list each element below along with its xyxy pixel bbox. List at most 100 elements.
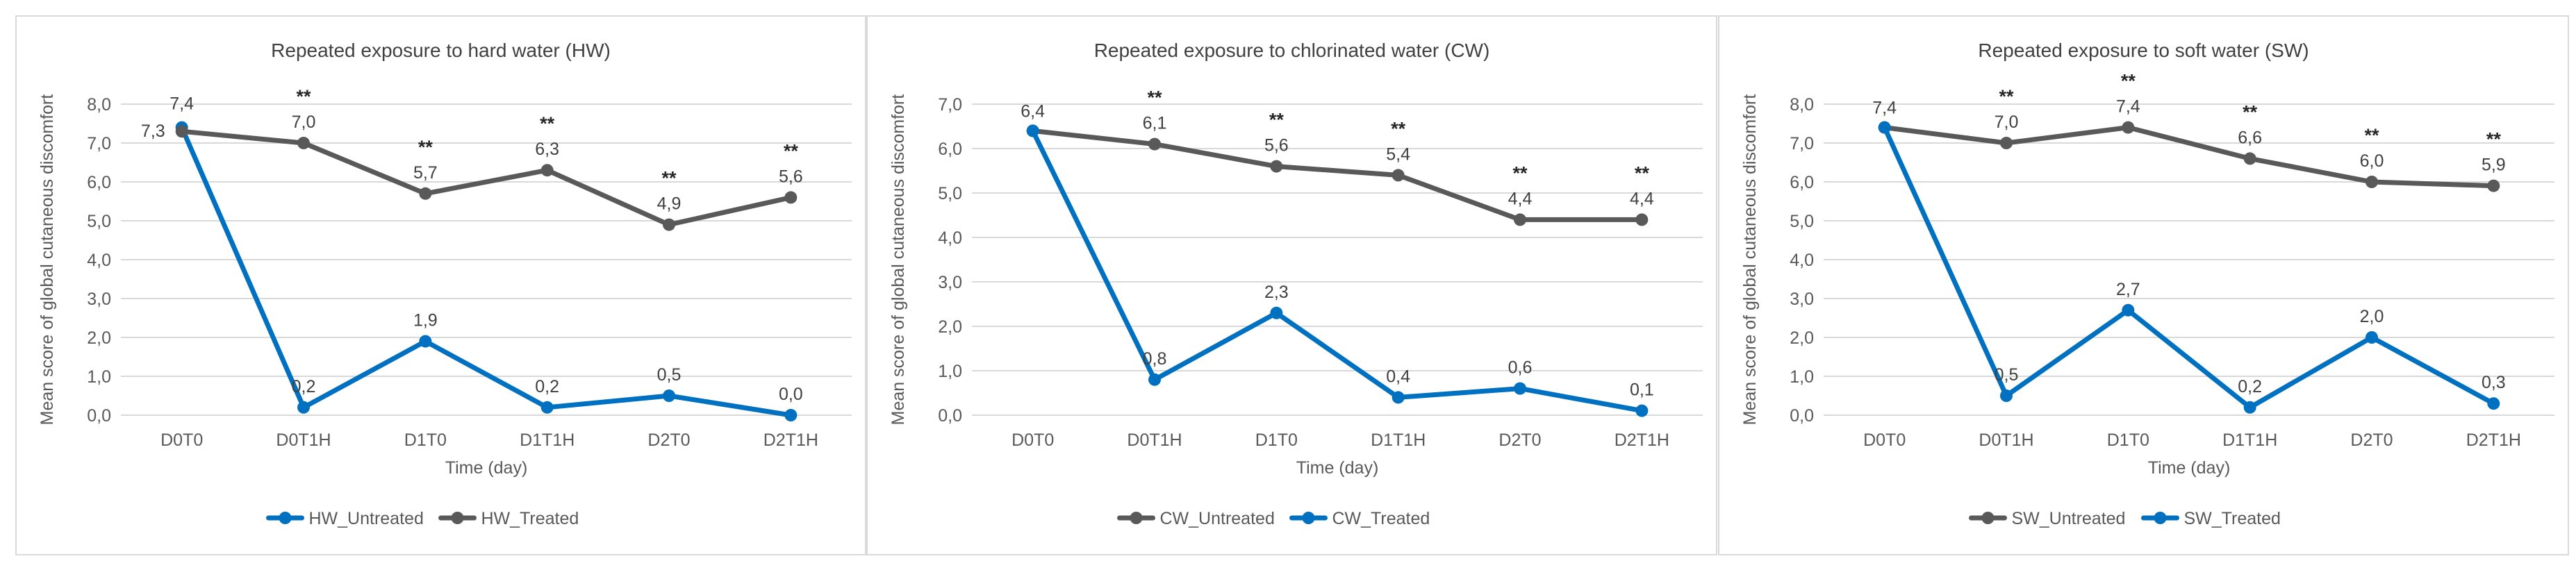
data-label: 2,7 — [2116, 280, 2140, 299]
x-tick-label: D0T1H — [276, 430, 331, 450]
legend-swatch-marker — [451, 512, 464, 524]
data-label: 4,4 — [1630, 189, 1654, 208]
data-label: 5,6 — [779, 167, 803, 186]
data-point — [784, 191, 798, 204]
y-tick-label: 7,0 — [938, 95, 962, 115]
data-point — [784, 409, 798, 421]
x-axis-label: Time (day) — [1296, 458, 1379, 478]
significance-marker: ** — [2364, 125, 2379, 146]
data-label: 7,4 — [170, 94, 194, 114]
x-tick-label: D0T0 — [1863, 430, 1906, 450]
data-point — [2122, 303, 2135, 317]
x-axis-label: Time (day) — [445, 458, 528, 478]
x-tick-label: D2T0 — [647, 430, 690, 450]
data-label: 7,0 — [292, 112, 316, 132]
data-point — [1270, 160, 1283, 173]
data-point — [2487, 179, 2500, 192]
chart-panel: Repeated exposure to hard water (HW) 0,0 1… — [15, 15, 866, 555]
data-label: 0,5 — [657, 365, 682, 385]
significance-marker: ** — [784, 140, 799, 161]
data-point — [419, 187, 432, 200]
x-tick-label: D0T0 — [1012, 430, 1054, 450]
data-label: 0,6 — [1508, 358, 1533, 378]
y-tick-label: 7,0 — [87, 134, 111, 153]
y-tick-label: 0,0 — [87, 406, 111, 426]
legend-label: SW_Untreated — [2012, 509, 2126, 528]
x-tick-label: D2T1H — [763, 430, 818, 450]
legend-swatch-marker — [2154, 512, 2167, 524]
chart-svg: Repeated exposure to soft water (SW) 0,0 1… — [1740, 40, 2554, 528]
data-point — [663, 389, 675, 402]
series-line — [1030, 128, 1644, 222]
data-label: 7,0 — [1995, 112, 2019, 132]
data-label: 7,4 — [1872, 99, 1897, 118]
x-tick-label: D0T0 — [160, 430, 203, 450]
legend-item: SW_Treated — [2141, 509, 2281, 528]
data-label: 6,0 — [2360, 151, 2384, 171]
series-line — [1882, 125, 2496, 410]
x-tick-label: D0T1H — [1127, 430, 1182, 450]
significance-marker: ** — [661, 168, 677, 189]
significance-marker: ** — [1999, 86, 2014, 107]
x-tick-label: D1T1H — [2222, 430, 2277, 450]
y-tick-label: 1,0 — [1790, 367, 1814, 387]
data-label: 0,2 — [535, 377, 559, 396]
data-point — [1270, 306, 1283, 319]
data-label: 1,9 — [413, 311, 438, 330]
data-label: 0,1 — [1630, 380, 1654, 400]
chart-panel: Repeated exposure to chlorinated water (… — [866, 15, 1717, 555]
data-point — [1392, 169, 1405, 182]
significance-marker: ** — [2121, 71, 2136, 92]
legend-item: CW_Untreated — [1117, 509, 1275, 528]
data-label: 5,4 — [1386, 144, 1410, 164]
legend-label: HW_Treated — [481, 509, 579, 528]
y-tick-label: 1,0 — [87, 367, 111, 387]
data-point — [1635, 213, 1649, 226]
data-label: 7,3 — [141, 121, 165, 141]
y-tick-label: 3,0 — [1790, 290, 1814, 309]
significance-marker: ** — [1635, 162, 1650, 183]
data-point — [2366, 331, 2378, 344]
y-tick-label: 1,0 — [938, 362, 962, 381]
data-point — [1026, 124, 1039, 137]
data-point — [297, 137, 310, 149]
significance-marker: ** — [296, 86, 311, 107]
series-line — [179, 128, 793, 228]
legend-swatch-marker — [1130, 512, 1143, 524]
chart-svg: Repeated exposure to hard water (HW) 0,0 1… — [38, 40, 852, 528]
series-line — [1882, 125, 2496, 189]
y-tick-label: 2,0 — [1790, 328, 1814, 348]
data-label: 5,7 — [413, 163, 438, 183]
data-point — [2000, 389, 2013, 402]
data-point — [2122, 121, 2135, 134]
legend-item: HW_Untreated — [266, 509, 424, 528]
x-tick-label: D2T1H — [2466, 430, 2521, 450]
data-label: 0,0 — [779, 385, 803, 404]
data-label: 7,4 — [2116, 97, 2140, 117]
data-point — [2000, 137, 2013, 149]
data-point — [540, 164, 554, 177]
significance-marker: ** — [540, 113, 555, 134]
data-label: 0,8 — [1143, 349, 1167, 369]
legend-item: SW_Untreated — [1969, 509, 2126, 528]
data-label: 0,2 — [292, 377, 316, 396]
x-tick-label: D1T1H — [1371, 430, 1426, 450]
data-label: 6,3 — [535, 140, 559, 159]
y-axis-label: Mean score of global cutaneous discomfor… — [889, 94, 908, 426]
data-label: 0,3 — [2482, 373, 2506, 392]
data-point — [1878, 121, 1891, 134]
x-tick-label: D2T0 — [2350, 430, 2393, 450]
data-point — [1635, 404, 1649, 417]
x-tick-label: D1T1H — [520, 430, 575, 450]
data-point — [2243, 152, 2256, 165]
data-label: 6,4 — [1021, 101, 1045, 121]
data-point — [2487, 397, 2500, 410]
data-label: 0,4 — [1386, 367, 1410, 386]
series-line — [1030, 128, 1644, 414]
legend-item: CW_Treated — [1289, 509, 1430, 528]
y-tick-label: 6,0 — [87, 173, 111, 192]
data-point — [540, 401, 554, 414]
x-tick-label: D1T0 — [404, 430, 447, 450]
data-label: 2,0 — [2360, 307, 2384, 326]
y-tick-label: 4,0 — [87, 251, 111, 270]
